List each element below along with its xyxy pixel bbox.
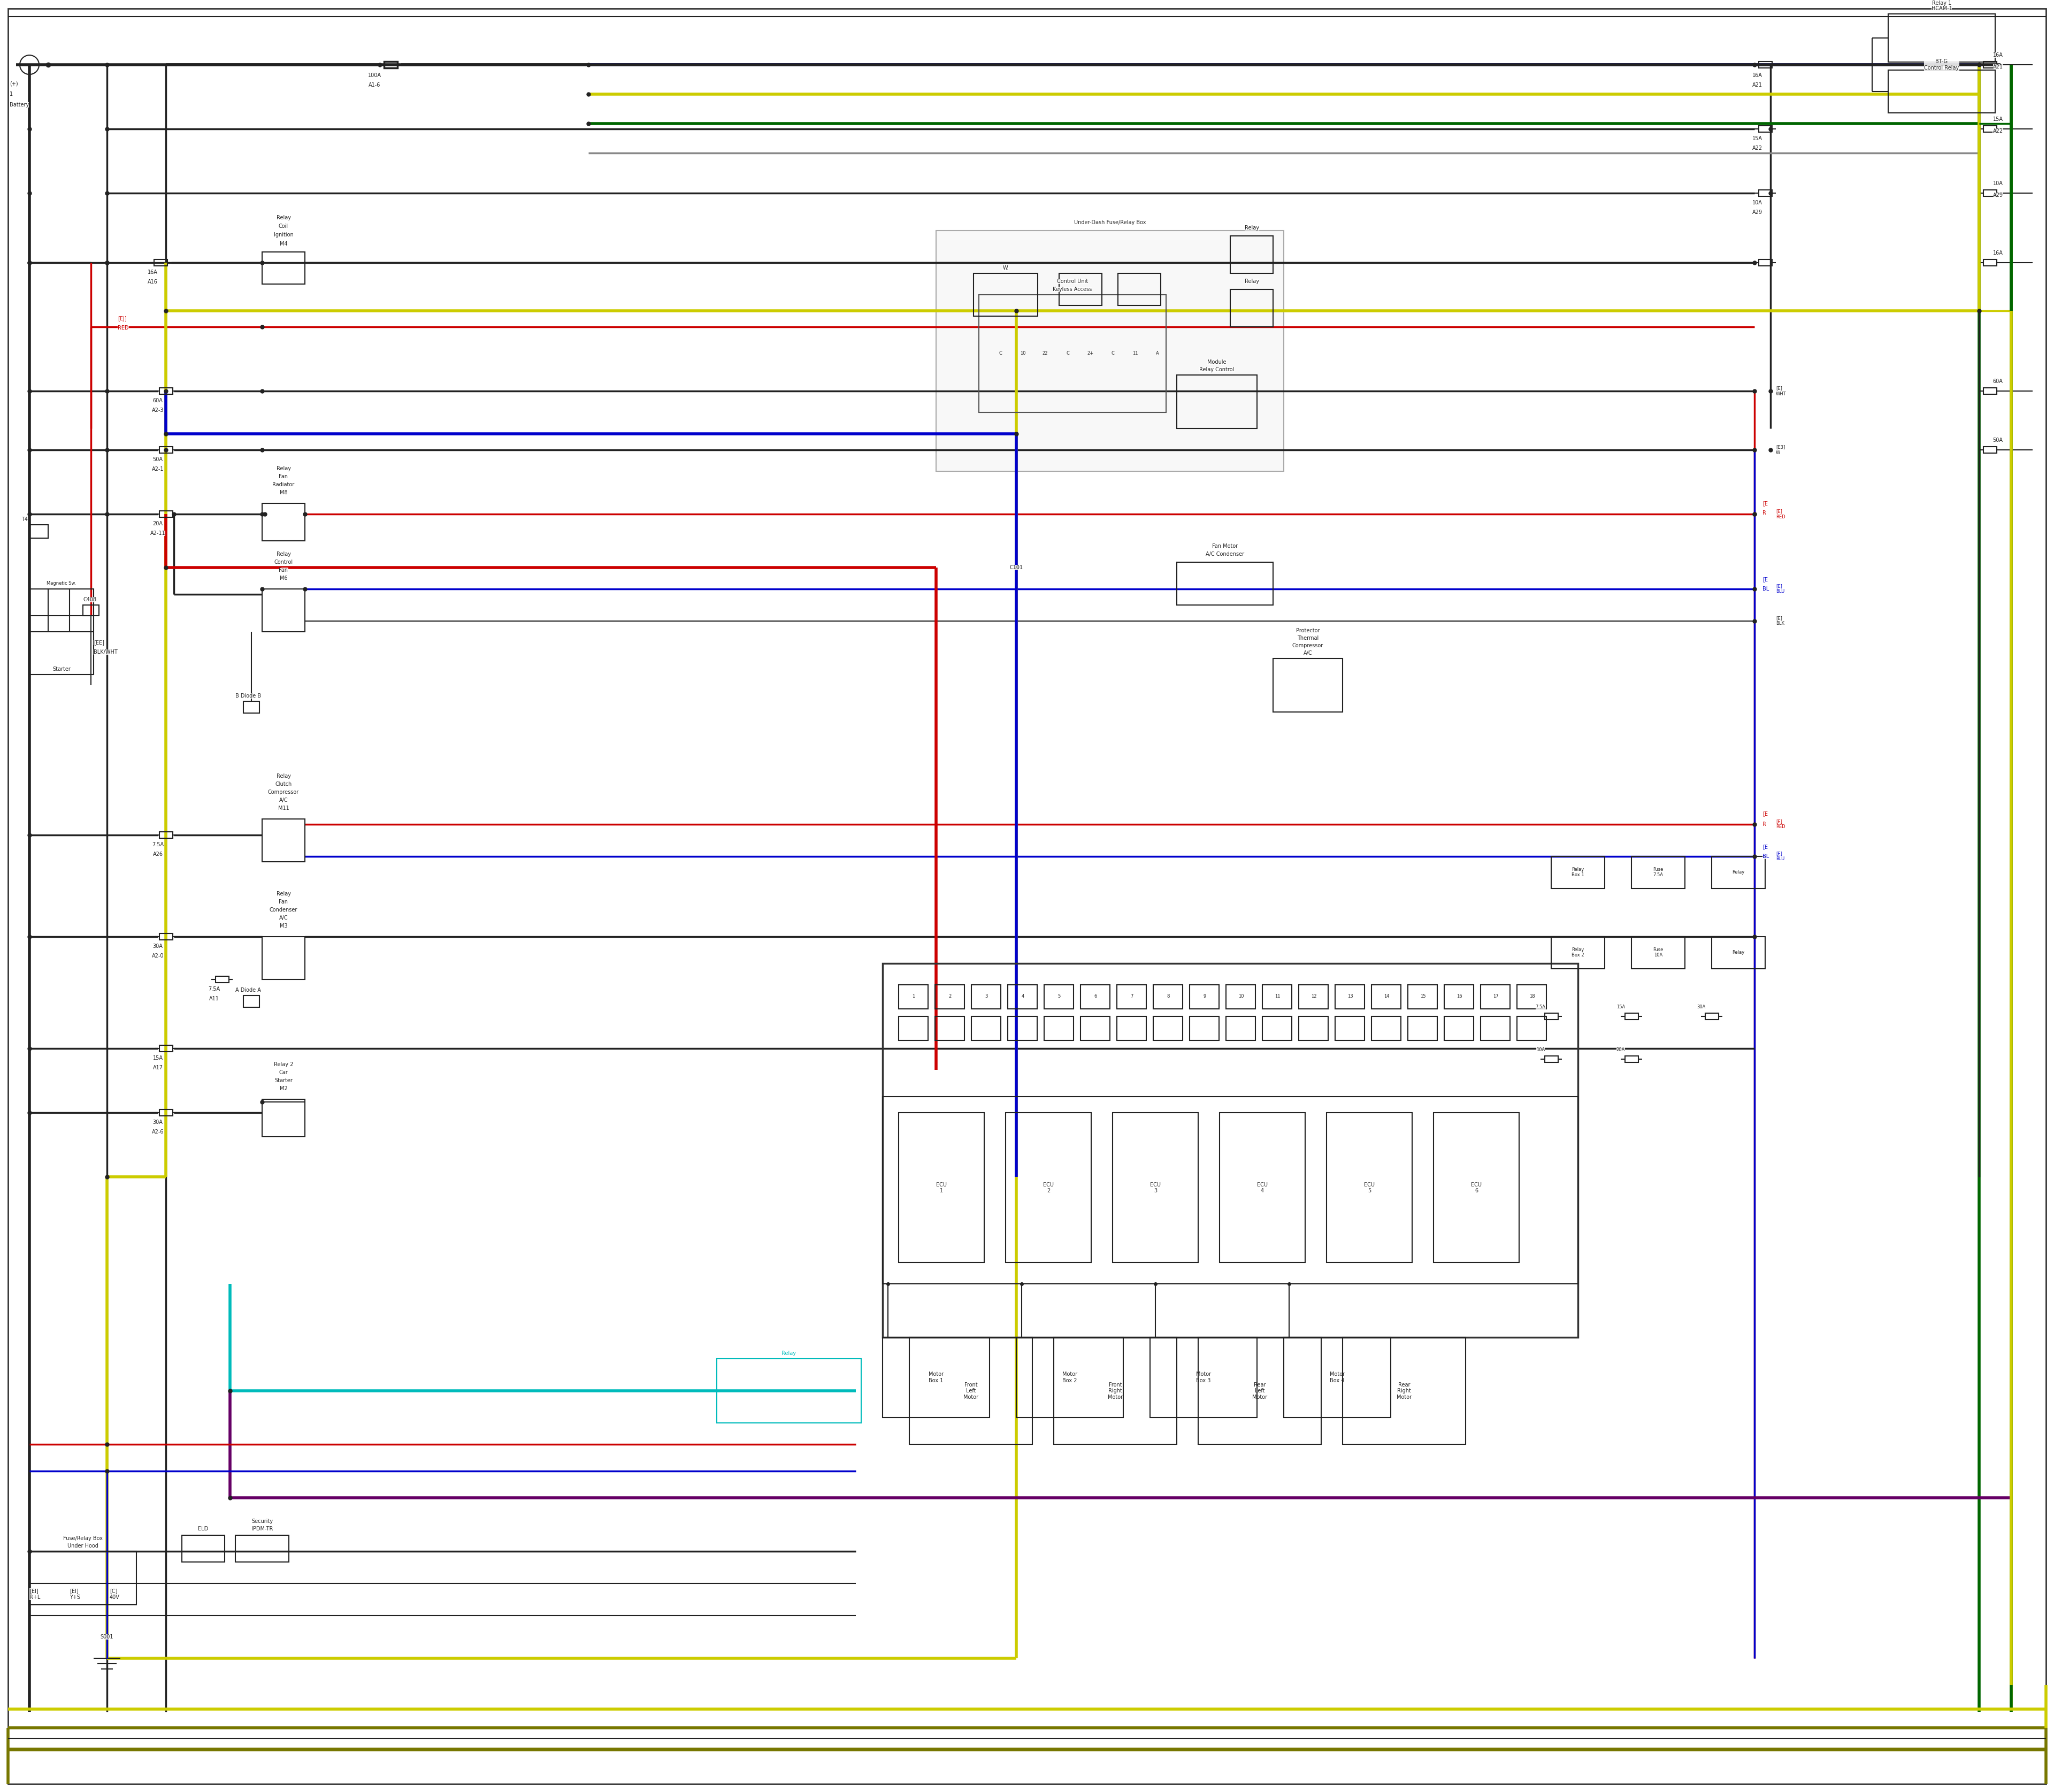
Text: A Diode A: A Diode A xyxy=(236,987,261,993)
Bar xyxy=(1551,937,1604,968)
Text: Relay
Box 1: Relay Box 1 xyxy=(1571,867,1584,878)
Text: 4: 4 xyxy=(1021,995,1025,998)
Bar xyxy=(160,511,173,518)
Bar xyxy=(242,995,259,1007)
Bar xyxy=(1758,260,1773,265)
Text: Relay: Relay xyxy=(277,552,292,557)
Text: Clutch: Clutch xyxy=(275,781,292,787)
Text: Under Hood: Under Hood xyxy=(68,1543,99,1548)
Bar xyxy=(1711,937,1764,968)
Text: A1-6: A1-6 xyxy=(368,82,380,88)
Text: 15: 15 xyxy=(1419,995,1425,998)
Bar xyxy=(1189,984,1218,1009)
Text: 17: 17 xyxy=(1493,995,1499,998)
Text: Front
Right
Motor: Front Right Motor xyxy=(1107,1382,1124,1400)
Bar xyxy=(1017,1337,1124,1417)
Bar xyxy=(29,590,94,674)
Text: 15A: 15A xyxy=(1992,116,2003,122)
Bar xyxy=(883,962,1577,1337)
Bar xyxy=(29,525,47,538)
Text: Relay 2: Relay 2 xyxy=(273,1063,294,1068)
Text: ECU
5: ECU 5 xyxy=(1364,1183,1374,1193)
Text: Relay: Relay xyxy=(1245,280,1259,283)
Bar xyxy=(1545,1014,1559,1020)
Text: A2-6: A2-6 xyxy=(152,1129,164,1134)
Text: 10: 10 xyxy=(1021,351,1025,357)
Text: Control Unit: Control Unit xyxy=(1058,280,1089,283)
Text: A22: A22 xyxy=(1992,129,2003,134)
Text: C101: C101 xyxy=(1011,564,1023,570)
Text: 3: 3 xyxy=(986,995,988,998)
Bar xyxy=(1711,857,1764,889)
Text: 15A: 15A xyxy=(152,1055,162,1061)
Text: 6: 6 xyxy=(1095,995,1097,998)
Text: Ignition: Ignition xyxy=(273,233,294,238)
Bar xyxy=(972,984,1000,1009)
Text: C: C xyxy=(998,351,1002,357)
Bar xyxy=(1984,387,1996,394)
Bar xyxy=(1054,1337,1177,1444)
Text: M11: M11 xyxy=(277,805,290,810)
Text: Relay: Relay xyxy=(1245,226,1259,231)
Text: Fan: Fan xyxy=(279,900,288,905)
Text: ECU
3: ECU 3 xyxy=(1150,1183,1161,1193)
Bar xyxy=(154,260,168,265)
Text: Relay: Relay xyxy=(277,891,292,896)
Bar xyxy=(1284,1337,1391,1417)
Text: 14: 14 xyxy=(1384,995,1389,998)
Bar xyxy=(1298,984,1329,1009)
Bar xyxy=(1006,1113,1091,1263)
Text: [EI]
Y+S: [EI] Y+S xyxy=(70,1588,80,1600)
Text: Relay: Relay xyxy=(277,774,292,780)
Text: 10A: 10A xyxy=(1752,201,1762,206)
Text: 7.5A: 7.5A xyxy=(152,842,164,848)
Bar xyxy=(1197,1337,1321,1444)
Bar xyxy=(980,294,1167,412)
Text: R: R xyxy=(1762,511,1766,516)
Text: 1: 1 xyxy=(912,995,914,998)
Text: C: C xyxy=(1111,351,1113,357)
Bar xyxy=(1518,984,1547,1009)
Text: R: R xyxy=(1762,821,1766,826)
Text: 10A: 10A xyxy=(1536,1047,1545,1052)
Text: 9: 9 xyxy=(1204,995,1206,998)
Text: 16A: 16A xyxy=(1992,52,2003,57)
Bar xyxy=(216,977,228,982)
Bar xyxy=(1080,1016,1109,1041)
Text: A/C: A/C xyxy=(279,916,288,921)
Text: BT-G
Control Relay: BT-G Control Relay xyxy=(1925,59,1960,70)
Text: [E3]
W: [E3] W xyxy=(1777,444,1785,455)
Text: Rear
Left
Motor: Rear Left Motor xyxy=(1253,1382,1267,1400)
Bar xyxy=(1444,1016,1473,1041)
Bar xyxy=(1545,1055,1559,1063)
Bar xyxy=(935,1016,965,1041)
Text: [C]
40V: [C] 40V xyxy=(109,1588,119,1600)
Text: 5: 5 xyxy=(1058,995,1060,998)
Bar xyxy=(1407,1016,1438,1041)
Text: [EJ]: [EJ] xyxy=(117,315,127,321)
Text: 10: 10 xyxy=(1239,995,1245,998)
Bar xyxy=(1984,446,1996,453)
Bar xyxy=(263,819,304,862)
Bar xyxy=(29,1552,136,1606)
Text: Motor
Box 1: Motor Box 1 xyxy=(928,1373,943,1383)
Text: Relay: Relay xyxy=(1732,869,1744,874)
Text: Relay: Relay xyxy=(277,215,292,220)
Bar xyxy=(242,701,259,713)
Text: [E]
RED: [E] RED xyxy=(1777,509,1785,520)
Bar xyxy=(1226,984,1255,1009)
Text: ECU
2: ECU 2 xyxy=(1043,1183,1054,1193)
Text: A: A xyxy=(1156,351,1158,357)
Text: A29: A29 xyxy=(1992,192,2003,197)
Bar xyxy=(1043,1016,1074,1041)
Text: [E]
RED: [E] RED xyxy=(1777,819,1785,830)
Text: 1: 1 xyxy=(10,91,12,97)
Text: [E]
BLU: [E] BLU xyxy=(1777,584,1785,593)
Text: 60A: 60A xyxy=(1992,378,2003,383)
Text: Security: Security xyxy=(251,1520,273,1523)
Text: A2-11: A2-11 xyxy=(150,530,166,536)
Text: Motor
Box 2: Motor Box 2 xyxy=(1062,1373,1076,1383)
Text: A21: A21 xyxy=(1992,65,2003,70)
Text: Condenser: Condenser xyxy=(269,907,298,912)
Bar xyxy=(263,937,304,978)
